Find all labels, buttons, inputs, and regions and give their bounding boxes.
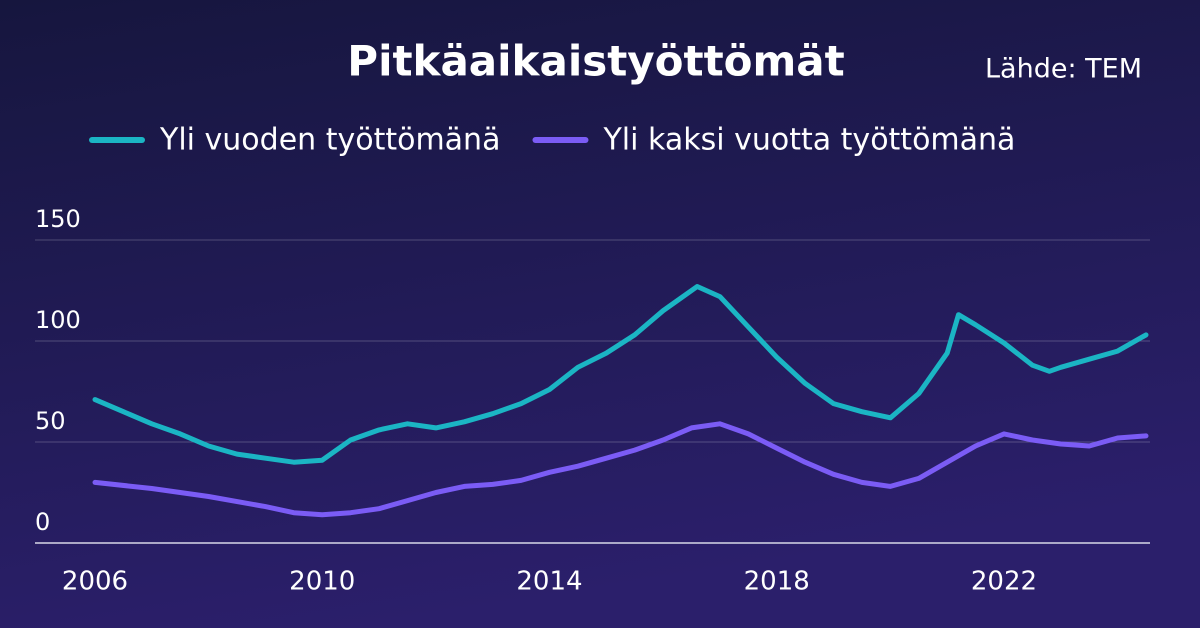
- x-tick-label: 2006: [62, 567, 128, 597]
- y-tick-label: 100: [35, 306, 81, 334]
- x-tick-label: 2014: [516, 567, 582, 597]
- series-line: [92, 421, 1149, 518]
- y-tick-label: 150: [35, 205, 81, 233]
- x-tick-label: 2018: [744, 567, 810, 597]
- series-line: [92, 284, 1149, 465]
- chart-title: Pitkäaikaistyöttömät: [347, 37, 844, 86]
- legend-label: Yli kaksi vuotta työttömänä: [602, 123, 1015, 158]
- x-tick-label: 2010: [289, 567, 355, 597]
- y-tick-label: 50: [35, 407, 66, 435]
- x-tick-label: 2022: [971, 567, 1037, 597]
- source: Lähde: TEM: [985, 54, 1142, 85]
- legend: Yli vuoden työttömänä Yli kaksi vuotta ty…: [89, 123, 1015, 158]
- legend-label: Yli vuoden työttömänä: [159, 123, 500, 158]
- y-tick-label: 0: [35, 508, 50, 536]
